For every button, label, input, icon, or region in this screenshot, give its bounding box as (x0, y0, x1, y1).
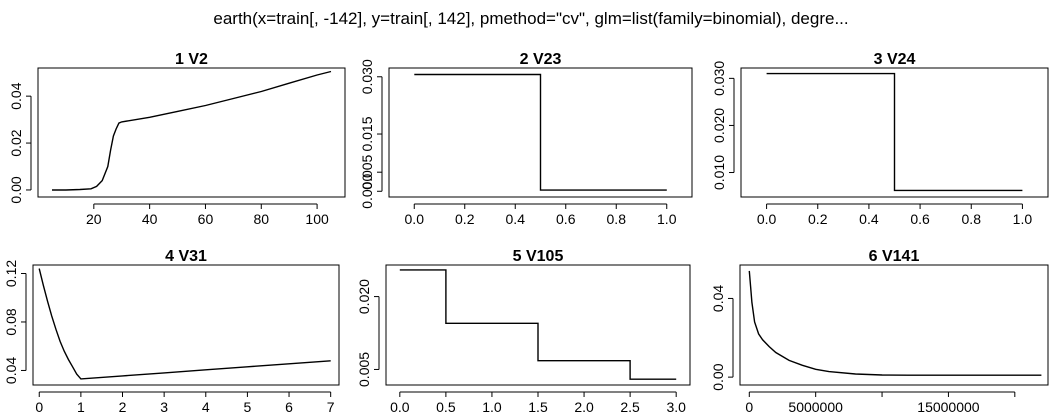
x-tick-label: 0 (745, 399, 753, 415)
panel-2: 2 V23 0.0 0.2 0.4 0.6 0.8 1.0 0.0000.005 0.015 0.… (359, 51, 693, 227)
x-tick-label: 2 (119, 399, 127, 415)
series-line (52, 70, 332, 191)
x-tick-label: 0.5 (436, 399, 456, 415)
y-tick-label: 0.030 (711, 61, 727, 96)
x-tick-label: 1 (77, 399, 85, 415)
y-tick-label: 0.005 (356, 352, 372, 387)
series-line (766, 72, 1023, 192)
x-tick-label: 2.0 (574, 399, 594, 415)
x-tick-label: 4 (202, 399, 210, 415)
series-line (414, 73, 667, 191)
panel-title: 4 V31 (165, 248, 207, 265)
y-tick-label: 0.010 (711, 155, 727, 190)
plot-box (385, 264, 691, 386)
x-tick-label: 0.6 (910, 211, 930, 227)
x-tick-label: 0.2 (808, 211, 828, 227)
panel-title: 2 V23 (520, 51, 562, 68)
x-tick-label: 5 (244, 399, 252, 415)
panel-1: 1 V2 20 40 60 80 100 0.00 0.02 0.04 (8, 51, 346, 227)
x-tick-label: 1.0 (1013, 211, 1033, 227)
plot-box (739, 264, 1049, 386)
series-line (38, 268, 331, 380)
series-line (748, 270, 1042, 376)
plot-box (740, 67, 1049, 198)
x-tick-label: 0.0 (757, 211, 777, 227)
panel-title: 3 V24 (874, 51, 916, 68)
plot-box (32, 264, 340, 386)
x-tick-label: 0.4 (506, 211, 526, 227)
y-tick-label: 0.04 (8, 82, 24, 109)
x-tick-label: 0 (35, 399, 43, 415)
plot-box (388, 67, 693, 198)
y-tick-label: 0.020 (711, 108, 727, 143)
plot-box (37, 67, 346, 198)
x-tick-label: 1.0 (657, 211, 677, 227)
x-tick-label: 15000000 (917, 399, 980, 415)
y-tick-label: 0.04 (3, 357, 19, 384)
y-tick-label: 0.00 (8, 176, 24, 203)
panel-title: 6 V141 (869, 248, 920, 265)
x-tick-label: 0.0 (405, 211, 425, 227)
x-tick-label: 3 (160, 399, 168, 415)
y-tick-label: 0.04 (710, 285, 726, 312)
x-tick-label: 0.4 (859, 211, 879, 227)
panel-title: 5 V105 (513, 248, 564, 265)
x-tick-label: 0.8 (607, 211, 627, 227)
x-tick-label: 0.6 (556, 211, 576, 227)
x-tick-label: 0.8 (962, 211, 982, 227)
panel-4: 4 V31 0 1 2 3 4 5 6 7 0.04 0.08 0.12 (3, 248, 340, 415)
panel-6: 6 V141 0 5000000 15000000 0.00 0.04 (710, 248, 1049, 415)
panel-3: 3 V24 0.0 0.2 0.4 0.6 0.8 1.0 0.010 0.020 0.030 (711, 51, 1049, 227)
y-tick-label: 0.12 (3, 260, 19, 287)
y-tick-label: 0.000 (359, 174, 375, 209)
series-line (399, 269, 677, 380)
x-tick-label: 20 (86, 211, 102, 227)
y-tick-label: 0.015 (359, 116, 375, 151)
y-tick-label: 0.020 (356, 279, 372, 314)
x-tick-label: 5000000 (788, 399, 843, 415)
panel-5: 5 V105 0.0 0.5 1.0 1.5 2.0 2.5 3.0 0.005 0.020 (356, 248, 691, 415)
y-tick-label: 0.02 (8, 129, 24, 156)
x-tick-label: 100 (305, 211, 329, 227)
y-tick-label: 0.00 (710, 363, 726, 390)
x-tick-label: 2.5 (620, 399, 640, 415)
x-tick-label: 7 (327, 399, 335, 415)
x-tick-label: 40 (142, 211, 158, 227)
x-tick-label: 80 (253, 211, 269, 227)
x-tick-label: 60 (198, 211, 214, 227)
x-tick-label: 3.0 (666, 399, 686, 415)
y-tick-label: 0.005 (359, 154, 375, 189)
x-tick-label: 0.2 (455, 211, 475, 227)
y-tick-label: 0.08 (3, 308, 19, 335)
x-tick-label: 1.5 (528, 399, 548, 415)
x-tick-label: 1.0 (482, 399, 502, 415)
y-tick-label: 0.030 (359, 59, 375, 94)
x-tick-label: 6 (285, 399, 293, 415)
x-tick-label: 0.0 (390, 399, 410, 415)
panel-title: 1 V2 (175, 51, 208, 68)
main-title: earth(x=train[, -142], y=train[, 142], p… (213, 9, 848, 28)
